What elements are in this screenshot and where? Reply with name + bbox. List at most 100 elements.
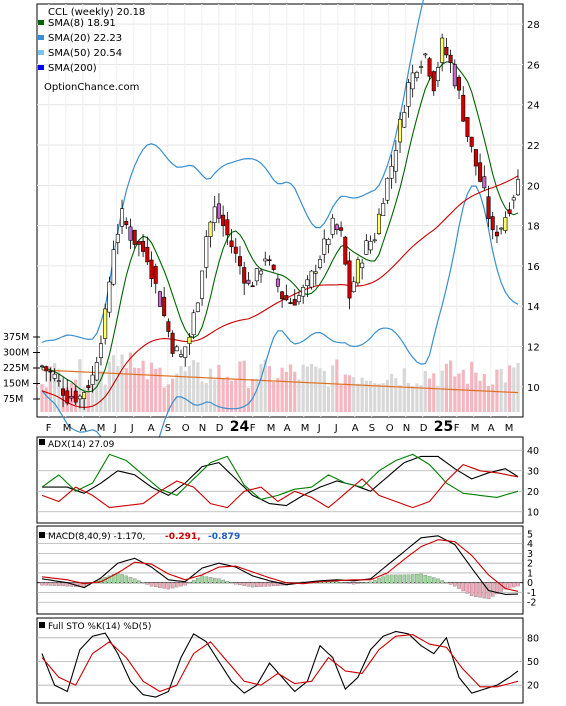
volume-bar — [449, 360, 453, 412]
macd-histogram-bar — [145, 582, 150, 585]
macd-histogram-bar — [246, 582, 251, 587]
time-tick-label: F — [454, 423, 460, 434]
volume-tick-label: 300M — [3, 348, 29, 359]
panel-tick-label: 0 — [527, 578, 533, 589]
macd-histogram-bar — [263, 582, 268, 587]
macd-histogram-bar — [271, 582, 276, 587]
price-tick-label: 28 — [527, 20, 540, 31]
candle-body — [136, 241, 141, 245]
candle-body — [389, 165, 394, 179]
macd-histogram-bar — [124, 575, 128, 584]
volume-bar — [95, 371, 99, 412]
volume-bar — [162, 387, 166, 412]
panel-tick-label: 4 — [527, 539, 533, 550]
volume-bar — [53, 362, 57, 412]
candle-body — [406, 82, 411, 107]
volume-bar — [267, 366, 272, 412]
candle-body — [402, 112, 407, 128]
volume-tick-label: 75M — [3, 394, 23, 405]
macd-histogram-bar — [44, 582, 48, 586]
volume-bar — [394, 378, 398, 412]
candle-body — [364, 240, 369, 255]
time-tick-label: D — [216, 423, 224, 434]
macd-histogram-bar — [474, 582, 478, 597]
volume-bar — [453, 376, 457, 412]
volume-bar — [368, 381, 373, 412]
volume-bar — [158, 367, 162, 412]
volume-bar — [406, 382, 411, 412]
candle-body — [296, 295, 301, 303]
stochastic-title: Full STO %K(14) %D(5) — [48, 622, 151, 632]
macd-histogram-bar — [368, 581, 373, 584]
candle-body — [132, 229, 137, 245]
candle-body — [473, 149, 478, 167]
volume-bar — [272, 381, 276, 412]
macd-histogram-bar — [440, 580, 444, 584]
time-tick-label: D — [420, 423, 428, 434]
series-line — [41, 463, 519, 509]
candle-body — [229, 240, 234, 248]
macd-histogram-bar — [469, 582, 474, 597]
macd-histogram-bar — [208, 577, 213, 584]
candle-body — [457, 76, 462, 91]
macd-histogram-bar — [242, 582, 246, 586]
candle-body — [233, 246, 238, 254]
volume-bar — [360, 377, 364, 412]
series-line — [41, 453, 519, 500]
macd-histogram-bar — [111, 574, 116, 584]
price-tick-label: 12 — [527, 342, 540, 353]
candle-body — [250, 285, 255, 288]
volume-bar — [229, 380, 234, 412]
price-legend: CCL (weekly) 20.18 SMA(8) 18.91 SMA(20) 2… — [38, 7, 145, 93]
macd-histogram-bar — [335, 581, 339, 584]
macd-histogram-bar — [183, 582, 187, 586]
price-tick-label: 18 — [527, 222, 540, 233]
legend-label: SMA(20) 22.23 — [48, 33, 122, 44]
volume-bar — [343, 374, 347, 412]
time-tick-label: A — [80, 423, 87, 434]
macd-histogram-bar — [444, 582, 449, 584]
panel-tick-label: -1 — [527, 588, 536, 599]
volume-bar — [276, 378, 280, 412]
macd-histogram-bar — [436, 578, 440, 584]
candle-body — [225, 219, 230, 236]
stochastic-axis-labels: 20 50 80 — [527, 633, 539, 691]
volume-bar — [133, 367, 137, 412]
candle-body — [166, 321, 171, 332]
candle-body — [82, 392, 87, 399]
volume-bar — [347, 375, 352, 412]
time-tick-label: N — [199, 423, 206, 434]
macd-histogram-bar — [200, 575, 204, 584]
volume-bar — [364, 380, 368, 412]
macd-histogram-bar — [267, 582, 272, 587]
panel-tick-label: 3 — [527, 549, 533, 560]
volume-bar — [461, 369, 465, 412]
panel-tick-label: 40 — [527, 446, 539, 457]
candle-body — [452, 64, 457, 87]
candle-body — [263, 258, 268, 262]
candle-body — [65, 390, 70, 404]
macd-histogram-bar — [427, 576, 432, 584]
macd-histogram-bar — [196, 577, 200, 584]
volume-bar — [145, 379, 149, 412]
macd-histogram-bar — [221, 579, 225, 584]
volume-bar — [305, 366, 309, 412]
price-tick-label: 24 — [527, 101, 540, 112]
volume-bar — [234, 379, 238, 412]
candle-body — [44, 366, 49, 372]
candlesticks — [39, 33, 520, 410]
volume-bar — [57, 369, 61, 412]
adx-panel: 10 20 30 40 ADX(14) 27.09 — [36, 436, 539, 524]
candle-body — [309, 270, 314, 288]
macd-histogram-bar — [360, 582, 364, 584]
price-tick-label: 22 — [527, 141, 540, 152]
volume-bar — [204, 382, 208, 412]
macd-histogram-bar — [52, 582, 57, 586]
volume-bar — [124, 367, 128, 412]
candle-body — [183, 346, 188, 358]
panel-tick-label: 10 — [527, 507, 539, 518]
candle-body — [288, 302, 293, 304]
time-tick-label: M — [471, 423, 480, 434]
volume-bar — [432, 373, 436, 412]
price-tick-label: 16 — [527, 262, 540, 273]
